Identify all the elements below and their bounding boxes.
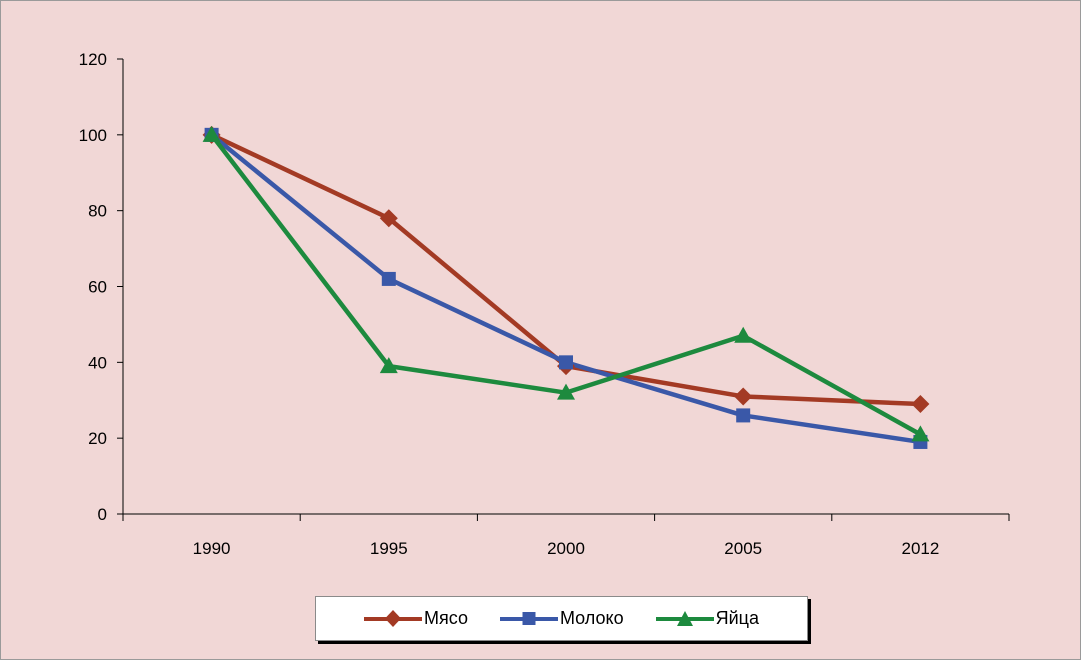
x-tick-label: 2012 — [901, 539, 939, 558]
y-tick-label: 20 — [88, 429, 107, 448]
square-marker — [381, 271, 396, 286]
square-marker — [559, 355, 573, 370]
legend: Мясо Молоко Яйца — [315, 596, 808, 641]
y-tick-label: 120 — [79, 50, 107, 69]
square-marker — [736, 408, 751, 423]
y-tick-label: 40 — [88, 353, 107, 372]
triangle-marker — [202, 125, 221, 142]
x-tick-label: 1995 — [370, 539, 408, 558]
triangle-marker — [911, 425, 930, 442]
triangle-marker — [557, 383, 575, 400]
diamond-marker — [379, 209, 398, 228]
triangle-marker — [379, 357, 398, 374]
series-layer — [202, 125, 930, 449]
legend-item-eggs: Яйца — [655, 608, 759, 629]
x-tick-label: 2005 — [724, 539, 762, 558]
legend-swatch-milk — [499, 610, 558, 627]
triangle-marker — [734, 326, 753, 343]
y-tick-label: 100 — [79, 126, 107, 145]
y-tick-label: 0 — [98, 505, 107, 524]
diamond-marker — [911, 395, 930, 414]
x-tick-label: 1990 — [193, 539, 231, 558]
y-tick-label: 60 — [88, 278, 107, 297]
x-tick-label: 2000 — [547, 539, 585, 558]
legend-item-milk: Молоко — [499, 608, 624, 629]
diamond-marker — [734, 387, 753, 406]
legend-label-meat: Мясо — [424, 608, 468, 628]
line-chart: 0 20 40 60 80 100 120 1990 1995 2000 2005 2012 — [79, 50, 1010, 558]
y-tick-label: 80 — [88, 202, 107, 221]
legend-swatch-eggs — [655, 610, 714, 627]
axes: 0 20 40 60 80 100 120 1990 1995 2000 2005 2012 — [79, 50, 1010, 558]
legend-label-milk: Молоко — [559, 608, 624, 628]
legend-swatch-meat — [364, 610, 423, 627]
legend-item-meat: Мясо — [364, 608, 468, 629]
legend-label-eggs: Яйца — [715, 608, 759, 628]
